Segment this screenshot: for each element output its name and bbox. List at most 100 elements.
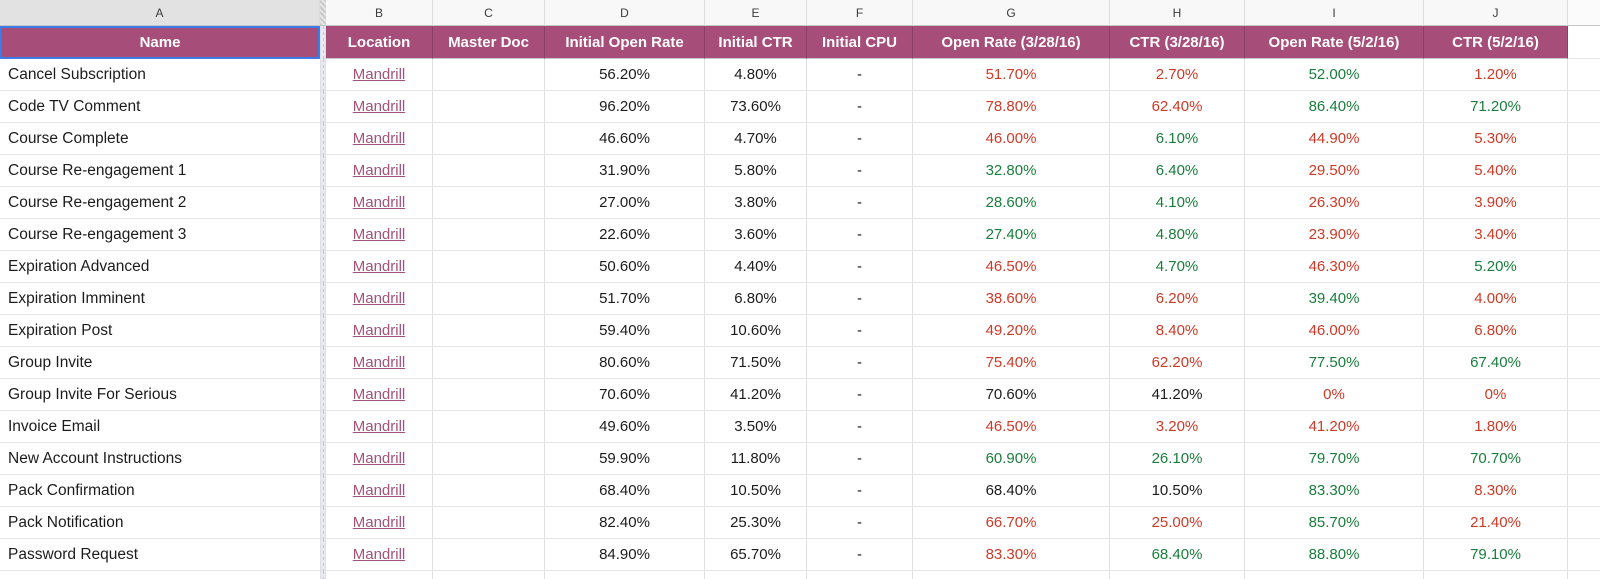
- cell-empty[interactable]: [913, 571, 1110, 579]
- column-header-c[interactable]: C: [433, 0, 545, 26]
- cell-value[interactable]: 78.80%: [913, 91, 1110, 123]
- cell-value[interactable]: 68.40%: [913, 475, 1110, 507]
- cell-value[interactable]: 31.90%: [545, 155, 705, 187]
- cell-name[interactable]: Course Complete: [0, 123, 320, 155]
- cell-empty[interactable]: [326, 571, 433, 579]
- cell-value[interactable]: 3.80%: [705, 187, 807, 219]
- cell-value[interactable]: 82.40%: [545, 507, 705, 539]
- column-header-a[interactable]: A: [0, 0, 320, 26]
- cell-value[interactable]: 22.60%: [545, 219, 705, 251]
- cell-value[interactable]: 41.20%: [1245, 411, 1424, 443]
- cell-name[interactable]: Group Invite For Serious: [0, 379, 320, 411]
- cell-value[interactable]: 10.60%: [705, 315, 807, 347]
- cell-empty[interactable]: [705, 571, 807, 579]
- cell-location[interactable]: Mandrill: [326, 379, 433, 411]
- cell-value[interactable]: 21.40%: [1424, 507, 1568, 539]
- cell-value[interactable]: 3.20%: [1110, 411, 1245, 443]
- cell-master-doc[interactable]: [433, 123, 545, 155]
- cell-name[interactable]: Expiration Imminent: [0, 283, 320, 315]
- cell-value[interactable]: 49.20%: [913, 315, 1110, 347]
- cell-value[interactable]: 71.50%: [705, 347, 807, 379]
- mandrill-link[interactable]: Mandrill: [352, 514, 406, 531]
- cell-value[interactable]: 85.70%: [1245, 507, 1424, 539]
- cell-value[interactable]: 4.10%: [1110, 187, 1245, 219]
- header-cell-initial-open-rate[interactable]: Initial Open Rate: [545, 26, 705, 59]
- cell-location[interactable]: Mandrill: [326, 315, 433, 347]
- cell-value[interactable]: 5.40%: [1424, 155, 1568, 187]
- cell-name[interactable]: Pack Confirmation: [0, 475, 320, 507]
- cell-value[interactable]: 6.20%: [1110, 283, 1245, 315]
- cell-value[interactable]: 56.20%: [545, 59, 705, 91]
- cell-name[interactable]: Expiration Post: [0, 315, 320, 347]
- cell-master-doc[interactable]: [433, 507, 545, 539]
- cell-value[interactable]: 44.90%: [1245, 123, 1424, 155]
- cell-value[interactable]: -: [807, 59, 913, 91]
- mandrill-link[interactable]: Mandrill: [352, 66, 406, 83]
- cell-value[interactable]: 75.40%: [913, 347, 1110, 379]
- cell-value[interactable]: 27.40%: [913, 219, 1110, 251]
- cell-value[interactable]: -: [807, 123, 913, 155]
- cell-value[interactable]: 25.00%: [1110, 507, 1245, 539]
- cell-value[interactable]: -: [807, 443, 913, 475]
- cell-master-doc[interactable]: [433, 411, 545, 443]
- cell-value[interactable]: 3.90%: [1424, 187, 1568, 219]
- cell-value[interactable]: 46.50%: [913, 251, 1110, 283]
- header-cell-ctr-5-2-16[interactable]: CTR (5/2/16): [1424, 26, 1568, 59]
- cell-empty[interactable]: [545, 571, 705, 579]
- column-header-f[interactable]: F: [807, 0, 913, 26]
- header-cell-initial-cpu[interactable]: Initial CPU: [807, 26, 913, 59]
- cell-value[interactable]: 6.40%: [1110, 155, 1245, 187]
- cell-value[interactable]: 62.40%: [1110, 91, 1245, 123]
- cell-empty[interactable]: [1568, 347, 1600, 379]
- cell-value[interactable]: -: [807, 187, 913, 219]
- cell-value[interactable]: 38.60%: [913, 283, 1110, 315]
- cell-empty[interactable]: [1568, 283, 1600, 315]
- mandrill-link[interactable]: Mandrill: [352, 98, 406, 115]
- cell-value[interactable]: 3.60%: [705, 219, 807, 251]
- cell-value[interactable]: 39.40%: [1245, 283, 1424, 315]
- cell-location[interactable]: Mandrill: [326, 411, 433, 443]
- mandrill-link[interactable]: Mandrill: [352, 546, 406, 563]
- cell-master-doc[interactable]: [433, 283, 545, 315]
- cell-value[interactable]: -: [807, 283, 913, 315]
- mandrill-link[interactable]: Mandrill: [352, 450, 406, 467]
- cell-master-doc[interactable]: [433, 91, 545, 123]
- mandrill-link[interactable]: Mandrill: [352, 130, 406, 147]
- column-header-e[interactable]: E: [705, 0, 807, 26]
- cell-value[interactable]: -: [807, 91, 913, 123]
- cell-value[interactable]: 10.50%: [705, 475, 807, 507]
- cell-master-doc[interactable]: [433, 251, 545, 283]
- header-cell-empty[interactable]: [1568, 26, 1600, 59]
- header-cell-open-rate-5-2-16[interactable]: Open Rate (5/2/16): [1245, 26, 1424, 59]
- cell-value[interactable]: 25.30%: [705, 507, 807, 539]
- cell-empty[interactable]: [807, 571, 913, 579]
- cell-value[interactable]: 52.00%: [1245, 59, 1424, 91]
- cell-value[interactable]: 6.80%: [705, 283, 807, 315]
- mandrill-link[interactable]: Mandrill: [352, 354, 406, 371]
- cell-location[interactable]: Mandrill: [326, 443, 433, 475]
- cell-name[interactable]: New Account Instructions: [0, 443, 320, 475]
- cell-name[interactable]: Code TV Comment: [0, 91, 320, 123]
- cell-value[interactable]: 4.70%: [705, 123, 807, 155]
- mandrill-link[interactable]: Mandrill: [352, 226, 406, 243]
- mandrill-link[interactable]: Mandrill: [352, 386, 406, 403]
- cell-value[interactable]: 67.40%: [1424, 347, 1568, 379]
- cell-master-doc[interactable]: [433, 443, 545, 475]
- cell-value[interactable]: 84.90%: [545, 539, 705, 571]
- cell-value[interactable]: 5.20%: [1424, 251, 1568, 283]
- cell-name[interactable]: Course Re-engagement 1: [0, 155, 320, 187]
- mandrill-link[interactable]: Mandrill: [352, 258, 406, 275]
- column-header-h[interactable]: H: [1110, 0, 1245, 26]
- cell-empty[interactable]: [1245, 571, 1424, 579]
- cell-value[interactable]: 4.70%: [1110, 251, 1245, 283]
- cell-value[interactable]: -: [807, 347, 913, 379]
- column-header-g[interactable]: G: [913, 0, 1110, 26]
- cell-value[interactable]: 2.70%: [1110, 59, 1245, 91]
- cell-location[interactable]: Mandrill: [326, 539, 433, 571]
- cell-value[interactable]: 65.70%: [705, 539, 807, 571]
- cell-value[interactable]: -: [807, 315, 913, 347]
- header-cell-name selected-cell[interactable]: Name: [0, 26, 320, 59]
- cell-location[interactable]: Mandrill: [326, 91, 433, 123]
- cell-value[interactable]: 73.60%: [705, 91, 807, 123]
- cell-value[interactable]: 59.40%: [545, 315, 705, 347]
